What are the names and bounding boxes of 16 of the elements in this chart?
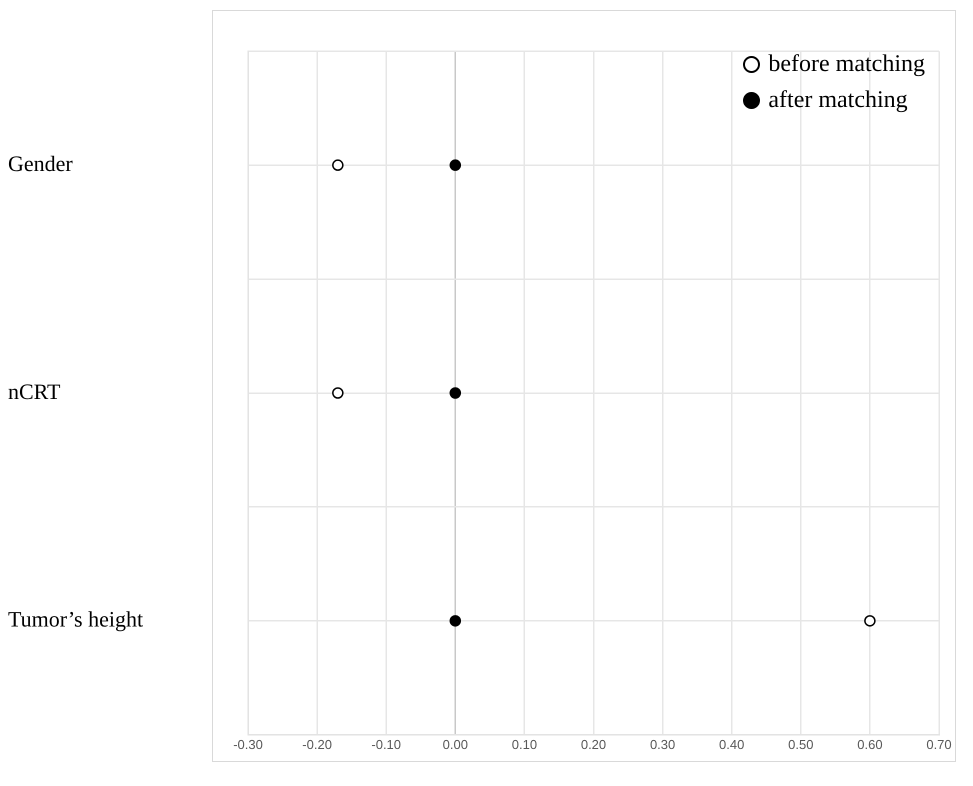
x-tick-label: -0.10 [371,737,402,752]
legend-label: before matching [768,50,925,79]
x-tick-label: 0.40 [719,737,744,752]
x-tick-label: 0.70 [926,737,952,752]
x-tick-label: 0.50 [788,737,814,752]
legend-label: after matching [768,86,908,115]
y-tick-label: nCRT [8,378,62,404]
y-tick-label: Gender [8,150,74,176]
x-tick-label: 0.60 [857,737,883,752]
y-tick-label: Tumor’s height [8,606,144,632]
x-tick-label: 0.20 [580,737,606,752]
x-tick-label: 0.10 [512,737,538,752]
x-tick-label: 0.30 [650,737,676,752]
x-tick-label: -0.20 [302,737,332,752]
x-tick-label: 0.00 [442,737,468,752]
x-tick-label: -0.30 [233,737,263,752]
